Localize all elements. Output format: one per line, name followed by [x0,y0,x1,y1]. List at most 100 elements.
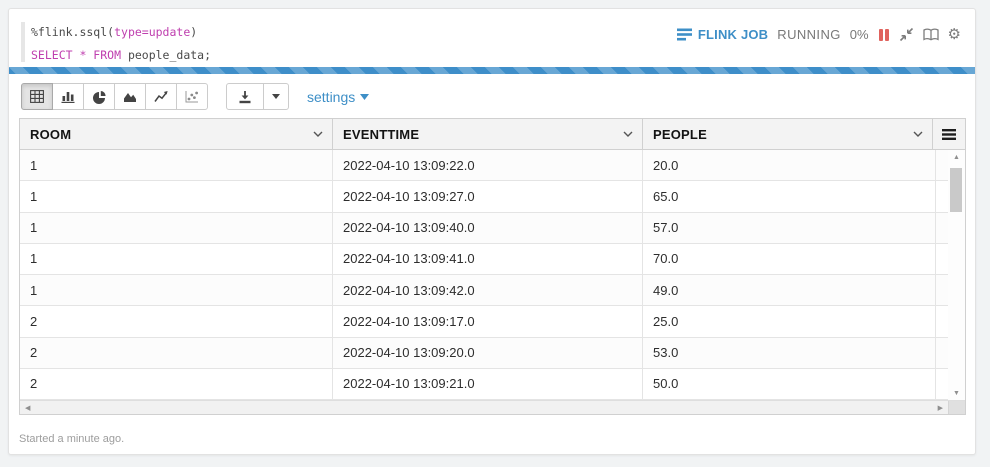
horizontal-scroll-track[interactable]: ◀ ▶ [20,401,948,414]
grid-menu-icon [942,128,956,140]
table-cell-people: 65.0 [643,181,936,212]
vertical-scroll-thumb[interactable] [950,168,962,212]
chart-type-group [21,83,208,110]
code-token-param: type=update [114,25,191,39]
flink-job-link[interactable]: FLINK JOB [676,27,769,42]
table-cell-people: 49.0 [643,275,936,306]
chart-button-area[interactable] [114,83,146,110]
table-cell-people: 20.0 [643,150,936,181]
area-chart-icon [124,93,136,102]
editor-gutter [21,22,25,62]
table-row: 1 2022-04-10 13:09:27.0 65.0 [20,181,948,213]
job-state-label: RUNNING [777,27,841,42]
show-output-button[interactable] [922,28,939,42]
settings-toggle[interactable]: settings [307,88,370,105]
table-cell-eventtime: 2022-04-10 13:09:27.0 [333,181,643,212]
table-body: 1 2022-04-10 13:09:22.0 20.0 1 2022-04-1… [20,150,965,400]
table-row-spacer [936,369,948,399]
table-header-row: ROOM EVENTTIME PEOPLE [20,119,965,150]
column-header-eventtime[interactable]: EVENTTIME [333,119,643,149]
code-token-keyword: SELECT * FROM [31,48,122,62]
table-cell-room: 2 [20,337,333,368]
download-button[interactable] [226,83,264,110]
line-chart-icon [154,91,168,102]
table-rows: 1 2022-04-10 13:09:22.0 20.0 1 2022-04-1… [20,150,948,400]
table-row: 1 2022-04-10 13:09:22.0 20.0 [20,150,948,182]
table-cell-eventtime: 2022-04-10 13:09:41.0 [333,243,643,274]
pie-chart-icon [93,90,106,104]
visualization-toolbar: settings [21,83,975,110]
column-header-room[interactable]: ROOM [20,119,333,149]
table-row-spacer [936,275,948,305]
result-table: ROOM EVENTTIME PEOPLE [19,118,966,415]
scroll-down-arrow[interactable]: ▼ [953,389,960,397]
horizontal-scrollbar[interactable]: ◀ ▶ [20,400,965,414]
job-progress-bar [9,67,975,74]
table-icon [30,90,44,103]
column-menu-room[interactable] [313,131,323,137]
job-progress-label: 0% [849,27,869,42]
table-row: 1 2022-04-10 13:09:42.0 49.0 [20,275,948,307]
code-editor[interactable]: %flink.ssql(type=update) SELECT * FROM p… [9,9,975,67]
table-row-spacer [936,213,948,243]
column-menu-people[interactable] [913,131,923,137]
grid-menu-button[interactable] [933,119,965,149]
chevron-down-icon [623,131,633,137]
paragraph-status-text: Started a minute ago. [19,433,125,445]
table-cell-room: 1 [20,150,333,181]
settings-label: settings [307,88,356,105]
chart-button-scatter[interactable] [176,83,208,110]
chevron-down-icon [313,131,323,137]
code-token: people_data; [121,48,212,62]
flink-job-label: FLINK JOB [697,27,769,42]
table-row-spacer [936,338,948,368]
chart-button-bar[interactable] [52,83,84,110]
table-cell-eventtime: 2022-04-10 13:09:20.0 [333,337,643,368]
scatter-chart-icon [185,91,198,103]
chart-button-pie[interactable] [83,83,115,110]
table-row: 1 2022-04-10 13:09:41.0 70.0 [20,243,948,275]
vertical-scrollbar[interactable]: ▲ ▼ [948,150,965,400]
vertical-scroll-track[interactable] [948,164,965,386]
collapse-button[interactable] [899,27,914,42]
table-row-spacer [936,306,948,336]
paragraph-settings-button[interactable]: ⚙ [948,27,961,42]
table-cell-room: 1 [20,181,333,212]
table-row: 1 2022-04-10 13:09:40.0 57.0 [20,212,948,244]
caret-down-icon [272,94,280,99]
scroll-right-arrow[interactable]: ▶ [937,404,943,412]
gear-icon: ⚙ [947,26,961,43]
download-group [226,83,289,110]
column-label: ROOM [30,126,72,142]
chevron-down-icon [913,131,923,137]
code-token: ) [190,25,198,39]
table-cell-people: 50.0 [643,368,936,399]
table-row-spacer [936,150,948,180]
table-cell-room: 1 [20,243,333,274]
pause-button[interactable] [878,28,890,42]
tasks-icon [676,28,692,41]
table-cell-room: 1 [20,275,333,306]
scroll-left-arrow[interactable]: ◀ [25,404,31,412]
table-cell-room: 1 [20,212,333,243]
table-cell-room: 2 [20,306,333,337]
settings-caret-icon [360,93,370,100]
table-cell-people: 70.0 [643,243,936,274]
chart-button-line[interactable] [145,83,177,110]
column-menu-eventtime[interactable] [623,131,633,137]
code-line-interpreter: %flink.ssql(type=update) [31,25,197,39]
code-line-sql: SELECT * FROM people_data; [31,48,211,62]
column-header-people[interactable]: PEOPLE [643,119,933,149]
bar-chart-icon [61,92,75,103]
table-cell-people: 25.0 [643,306,936,337]
scrollbar-corner [948,401,965,414]
download-options-button[interactable] [263,83,289,110]
table-cell-people: 53.0 [643,337,936,368]
pause-icon [878,28,889,41]
scroll-up-arrow[interactable]: ▲ [953,153,960,161]
column-label: PEOPLE [653,126,707,142]
table-cell-eventtime: 2022-04-10 13:09:42.0 [333,275,643,306]
table-cell-eventtime: 2022-04-10 13:09:22.0 [333,150,643,181]
chart-button-table[interactable] [21,83,53,110]
column-label: EVENTTIME [343,126,420,142]
